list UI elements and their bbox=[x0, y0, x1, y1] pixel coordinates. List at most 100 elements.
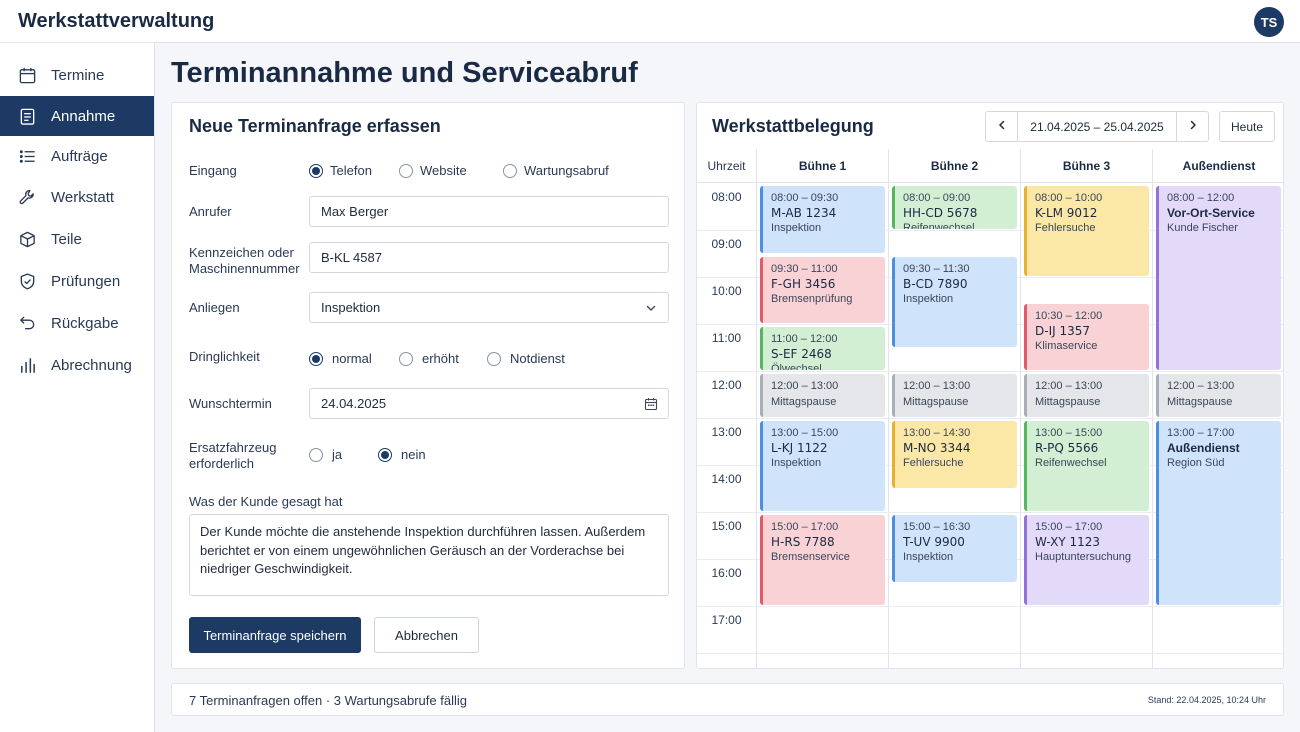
appointment-card[interactable]: 13:00 – 15:00 R-PQ 5566 Reifenwechsel bbox=[1024, 421, 1149, 511]
appointment-description: Region Süd bbox=[1167, 457, 1225, 469]
today-button[interactable]: Heute bbox=[1219, 111, 1275, 142]
radio-label: Telefon bbox=[330, 163, 372, 178]
appointment-card[interactable]: 12:00 – 13:00 Mittagspause bbox=[1156, 374, 1281, 417]
appointment-description: Mittagspause bbox=[771, 396, 837, 408]
cancel-button[interactable]: Abbrechen bbox=[374, 617, 479, 653]
appointment-plate: M-NO 3344 bbox=[903, 441, 971, 455]
appointment-card[interactable]: 15:00 – 16:30 T-UV 9900 Inspektion bbox=[892, 515, 1017, 582]
appointment-card[interactable]: 08:00 – 09:30 M-AB 1234 Inspektion bbox=[760, 186, 885, 253]
sidebar-item-pruefungen[interactable]: Prüfungen bbox=[0, 261, 154, 301]
eingang-radio-telefon[interactable]: Telefon bbox=[309, 163, 372, 178]
time-label: 14:00 bbox=[711, 472, 742, 486]
appointment-time: 15:00 – 16:30 bbox=[903, 521, 971, 533]
previous-week-button[interactable] bbox=[986, 112, 1018, 141]
box-icon bbox=[18, 230, 37, 249]
sidebar-item-label: Aufträge bbox=[51, 147, 108, 165]
calendar-icon[interactable] bbox=[644, 397, 658, 411]
sidebar-item-werkstatt[interactable]: Werkstatt bbox=[0, 177, 154, 217]
dringlichkeit-radio-normal[interactable]: normal bbox=[309, 351, 372, 366]
wunschtermin-label: Wunschtermin bbox=[189, 396, 272, 411]
appointment-card[interactable]: 11:00 – 12:00 S-EF 2468 Ölwechsel bbox=[760, 327, 885, 370]
time-label: 12:00 bbox=[711, 378, 742, 392]
appointment-description: Inspektion bbox=[903, 551, 954, 563]
appointment-time: 09:30 – 11:30 bbox=[903, 262, 970, 275]
appointment-description: Fehlersuche bbox=[1035, 222, 1096, 234]
sidebar-item-label: Rückgabe bbox=[51, 314, 119, 332]
sidebar: Termine Annahme Aufträge Werkstatt Teile… bbox=[0, 43, 155, 732]
user-avatar[interactable]: TS bbox=[1254, 7, 1284, 37]
kennzeichen-input[interactable]: B-KL 4587 bbox=[309, 242, 669, 273]
wunschtermin-input[interactable]: 24.04.2025 bbox=[309, 388, 669, 419]
appointment-plate: F-GH 3456 bbox=[771, 276, 836, 291]
appointment-card[interactable]: 15:00 – 17:00 W-XY 1123 Hauptuntersuchung bbox=[1024, 515, 1149, 605]
sidebar-item-teile[interactable]: Teile bbox=[0, 219, 154, 259]
grid-hour-line bbox=[697, 371, 1283, 372]
next-week-button[interactable] bbox=[1176, 112, 1208, 141]
wrench-icon bbox=[18, 188, 37, 207]
appointment-plate: D-IJ 1357 bbox=[1035, 323, 1091, 338]
appointment-card[interactable]: 08:00 – 10:00 K-LM 9012 Fehlersuche bbox=[1024, 186, 1149, 276]
appointment-card[interactable]: 10:30 – 12:00 D-IJ 1357 Klimaservice bbox=[1024, 303, 1149, 370]
anliegen-value: Inspektion bbox=[321, 300, 381, 315]
radio-dot bbox=[487, 351, 501, 366]
anrufer-input[interactable]: Max Berger bbox=[309, 196, 669, 227]
radio-dot bbox=[309, 447, 323, 462]
sidebar-item-rueckgabe[interactable]: Rückgabe bbox=[0, 303, 154, 343]
appointment-plate: L-KJ 1122 bbox=[771, 441, 828, 455]
appointment-card[interactable]: 15:00 – 17:00 H-RS 7788 Bremsenservice bbox=[760, 515, 885, 605]
anliegen-select[interactable]: Inspektion bbox=[309, 292, 669, 323]
time-column-header: Uhrzeit bbox=[697, 149, 756, 183]
appointment-time: 15:00 – 17:00 bbox=[1035, 521, 1103, 533]
status-bar: 7 Terminanfragen offen · 3 Wartungsabruf… bbox=[171, 683, 1284, 716]
time-label: 08:00 bbox=[711, 190, 742, 204]
sidebar-item-auftraege[interactable]: Aufträge bbox=[0, 136, 154, 176]
time-label: 17:00 bbox=[711, 613, 742, 627]
save-request-button[interactable]: Terminanfrage speichern bbox=[189, 617, 361, 653]
appointment-description: Mittagspause bbox=[1167, 396, 1233, 408]
kundenaussage-textarea[interactable]: Der Kunde möchte die anstehende Inspekti… bbox=[189, 514, 669, 596]
grid-hour-line bbox=[697, 606, 1283, 607]
appointment-card[interactable]: 09:30 – 11:30 B-CD 7890 Inspektion bbox=[892, 256, 1017, 347]
appointment-card[interactable]: 08:00 – 09:00 HH-CD 5678 Reifenwechsel bbox=[892, 186, 1017, 229]
kundenaussage-label: Was der Kunde gesagt hat bbox=[189, 494, 343, 509]
time-label: 10:00 bbox=[711, 284, 742, 298]
form-title: Neue Terminanfrage erfassen bbox=[189, 116, 441, 136]
schedule-grid: Uhrzeit Bühne 1 Bühne 2 Bühne 3 Außendie… bbox=[697, 149, 1283, 668]
shield-check-icon bbox=[18, 272, 37, 291]
appointment-card[interactable]: 08:00 – 12:00 Vor-Ort-Service Kunde Fische… bbox=[1156, 186, 1281, 370]
appointment-card[interactable]: 12:00 – 13:00 Mittagspause bbox=[892, 374, 1017, 417]
appointment-card[interactable]: 12:00 – 13:00 Mittagspause bbox=[1024, 374, 1149, 417]
grid-column-divider bbox=[1152, 149, 1153, 668]
ersatzfahrzeug-radio-nein[interactable]: nein bbox=[378, 447, 426, 462]
sidebar-item-termine[interactable]: Termine bbox=[0, 55, 154, 95]
eingang-radio-wartungsabruf[interactable]: Wartungsabruf bbox=[503, 163, 609, 178]
sidebar-item-abrechnung[interactable]: Abrechnung bbox=[0, 345, 154, 385]
appointment-card[interactable]: 13:00 – 15:00 L-KJ 1122 Inspektion bbox=[760, 421, 885, 511]
return-arrow-icon bbox=[18, 314, 37, 333]
dringlichkeit-radio-notdienst[interactable]: Notdienst bbox=[487, 351, 565, 366]
column-header-buehne-3: Bühne 3 bbox=[1021, 149, 1152, 183]
radio-dot bbox=[378, 447, 392, 462]
sidebar-item-label: Annahme bbox=[51, 107, 116, 125]
sidebar-item-annahme[interactable]: Annahme bbox=[0, 96, 154, 136]
appointment-card[interactable]: 13:00 – 14:30 M-NO 3344 Fehlersuche bbox=[892, 421, 1017, 488]
status-timestamp: Stand: 22.04.2025, 10:24 Uhr bbox=[1147, 695, 1266, 705]
radio-label: erhöht bbox=[422, 351, 459, 366]
appointment-description: Klimaservice bbox=[1035, 339, 1098, 352]
appointment-form-panel: Neue Terminanfrage erfassen Eingang Tele… bbox=[171, 102, 685, 669]
sidebar-item-label: Abrechnung bbox=[51, 356, 132, 374]
dringlichkeit-radio-erhoeht[interactable]: erhöht bbox=[399, 351, 459, 366]
appointment-card[interactable]: 13:00 – 17:00 Außendienst Region Süd bbox=[1156, 421, 1281, 605]
eingang-radio-website[interactable]: Website bbox=[399, 163, 467, 178]
appointment-description: Inspektion bbox=[771, 222, 822, 234]
chevron-left-icon bbox=[996, 119, 1008, 134]
appointment-card[interactable]: 12:00 – 13:00 Mittagspause bbox=[760, 374, 885, 417]
ersatzfahrzeug-radio-ja[interactable]: ja bbox=[309, 447, 342, 462]
appointment-card[interactable]: 09:30 – 11:00 F-GH 3456 Bremsenprüfung bbox=[760, 256, 885, 323]
appointment-time: 09:30 – 11:00 bbox=[771, 262, 838, 275]
radio-dot bbox=[399, 351, 413, 366]
bar-chart-icon bbox=[18, 356, 37, 375]
eingang-label: Eingang bbox=[189, 163, 237, 178]
appointment-time: 11:00 – 12:00 bbox=[771, 333, 838, 345]
time-label: 15:00 bbox=[711, 519, 742, 533]
